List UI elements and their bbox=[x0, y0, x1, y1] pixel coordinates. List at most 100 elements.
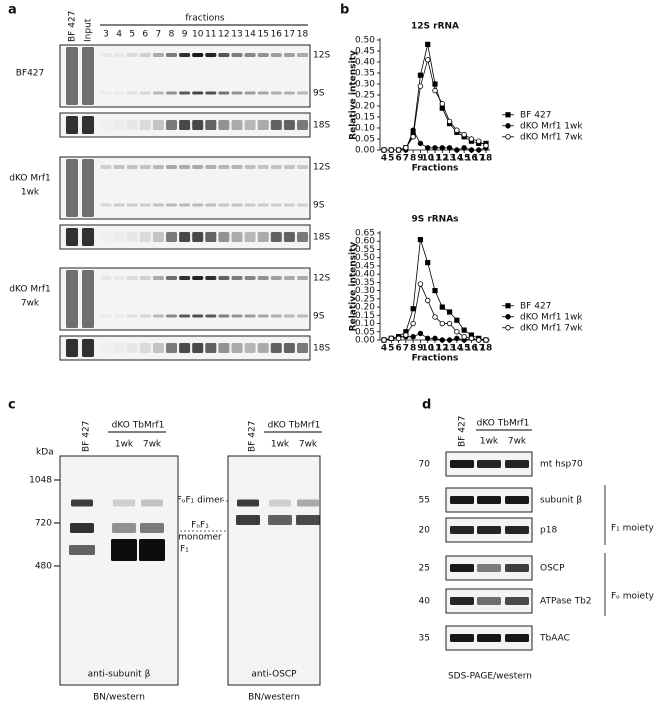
band-label: 18S bbox=[313, 344, 330, 354]
band bbox=[139, 539, 165, 561]
x-tick-label: 10 bbox=[421, 344, 434, 354]
blot bbox=[59, 156, 311, 220]
x-tick-label: 4 bbox=[381, 154, 387, 164]
marker bbox=[381, 337, 387, 343]
lane-label: BF 427 bbox=[248, 421, 258, 452]
band bbox=[139, 165, 151, 169]
band bbox=[270, 203, 282, 207]
annotation: FₒF₁ dimer bbox=[177, 496, 224, 506]
group-label: dKO TbMrf1 bbox=[112, 421, 165, 431]
marker bbox=[505, 123, 511, 129]
legend-label: dKO Mrf1 7wk bbox=[520, 323, 583, 333]
band bbox=[450, 496, 474, 504]
y-tick-label: 0.20 bbox=[355, 102, 375, 112]
band bbox=[231, 120, 243, 130]
marker bbox=[483, 142, 489, 149]
band bbox=[257, 165, 269, 169]
band bbox=[237, 499, 259, 507]
x-tick-label: 12 bbox=[436, 344, 449, 354]
band bbox=[231, 165, 243, 169]
y-tick-label: 0.35 bbox=[355, 278, 375, 288]
band bbox=[126, 91, 138, 95]
band bbox=[205, 91, 217, 95]
band bbox=[244, 120, 256, 130]
band bbox=[139, 276, 151, 280]
band bbox=[218, 314, 230, 318]
row-label: p18 bbox=[540, 526, 557, 536]
band bbox=[244, 276, 256, 280]
band bbox=[82, 116, 94, 134]
marker bbox=[410, 127, 416, 133]
y-tick-label: 0.60 bbox=[355, 237, 375, 247]
band bbox=[139, 53, 151, 57]
marker bbox=[439, 337, 445, 343]
marker bbox=[505, 134, 511, 140]
y-tick-label: 0.30 bbox=[355, 80, 375, 90]
band bbox=[505, 597, 529, 605]
band bbox=[283, 53, 295, 57]
band bbox=[101, 120, 112, 130]
marker bbox=[505, 112, 511, 118]
band bbox=[66, 228, 78, 246]
band bbox=[283, 120, 295, 130]
marker bbox=[388, 147, 394, 153]
band bbox=[283, 203, 295, 207]
band bbox=[112, 523, 136, 533]
band bbox=[126, 203, 138, 207]
x-tick-label: 6 bbox=[395, 154, 401, 164]
x-tick-label: 14 bbox=[451, 154, 464, 164]
band bbox=[113, 203, 125, 207]
band bbox=[218, 165, 230, 169]
marker bbox=[468, 335, 475, 342]
x-tick-label: 15 bbox=[458, 344, 471, 354]
legend-label: dKO Mrf1 1wk bbox=[520, 312, 583, 322]
band bbox=[283, 276, 295, 280]
band bbox=[139, 314, 151, 318]
x-tick-label: 12 bbox=[436, 154, 449, 164]
band bbox=[283, 232, 295, 242]
band bbox=[270, 343, 282, 353]
band bbox=[231, 276, 243, 280]
band bbox=[82, 270, 94, 328]
marker bbox=[505, 314, 511, 320]
band bbox=[297, 203, 308, 207]
band bbox=[257, 120, 269, 130]
band bbox=[152, 165, 164, 169]
panel-label: b bbox=[340, 3, 349, 18]
band bbox=[283, 343, 295, 353]
marker bbox=[381, 147, 387, 153]
band bbox=[152, 343, 164, 353]
band bbox=[192, 343, 204, 353]
band bbox=[66, 270, 78, 328]
band bbox=[450, 460, 474, 468]
band bbox=[166, 343, 177, 353]
band bbox=[477, 460, 501, 468]
band bbox=[66, 116, 78, 134]
fraction-label: 6 bbox=[142, 30, 148, 40]
band bbox=[192, 120, 204, 130]
marker bbox=[446, 118, 453, 125]
band bbox=[505, 634, 529, 642]
band bbox=[450, 597, 474, 605]
marker bbox=[417, 236, 424, 243]
moiety-label: F₁ moiety bbox=[611, 524, 654, 534]
band bbox=[126, 343, 138, 353]
fraction-label: 4 bbox=[116, 30, 122, 40]
band bbox=[179, 232, 191, 242]
band bbox=[192, 53, 204, 57]
y-axis-label: Relative intensity bbox=[349, 50, 359, 140]
band bbox=[283, 165, 295, 169]
band bbox=[113, 499, 135, 507]
blot bbox=[227, 455, 321, 686]
band bbox=[297, 232, 308, 242]
band bbox=[100, 314, 112, 318]
band-label: 12S bbox=[313, 274, 330, 284]
x-tick-label: 10 bbox=[421, 154, 434, 164]
band bbox=[126, 232, 138, 242]
y-axis-label: Relative intensity bbox=[349, 242, 359, 332]
band bbox=[113, 276, 125, 280]
method-label: SDS-PAGE/western bbox=[448, 672, 532, 682]
marker bbox=[432, 314, 438, 320]
band bbox=[257, 314, 269, 318]
band bbox=[126, 276, 138, 280]
